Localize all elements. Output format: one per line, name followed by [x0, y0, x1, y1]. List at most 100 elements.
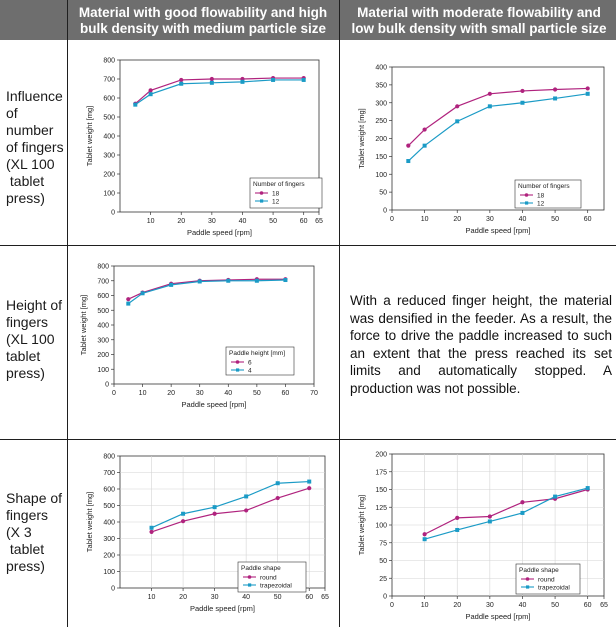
row-label-number-of-fingers: Influence of number of fingers (XL 100 t… — [6, 88, 66, 207]
chart-svg: 0 100 200 300 400 500 600 700 800 10 20 30 40 50 60 65 P… — [85, 454, 329, 614]
x-tick-label: 20 — [453, 216, 461, 223]
x-tick-label: 10 — [421, 216, 429, 223]
chart-fingers-good-material: 0 100 200 300 400 500 600 700 800 10 20 30 40 50 60 65 P… — [76, 52, 334, 242]
data-point — [244, 508, 249, 513]
legend-entry: 18 — [272, 190, 280, 197]
y-tick-label: 150 — [375, 154, 387, 161]
x-tick-label: 60 — [305, 594, 313, 601]
data-point — [179, 81, 184, 86]
x-tick-label: 60 — [584, 216, 592, 223]
y-tick-label: 700 — [103, 470, 115, 477]
legend-title: Paddle shape — [241, 565, 281, 572]
x-tick-label: 40 — [242, 594, 250, 601]
data-point — [553, 96, 558, 101]
y-tick-label: 50 — [379, 190, 387, 197]
legend-marker — [236, 368, 240, 372]
y-tick-label: 600 — [103, 487, 115, 494]
x-tick-label: 50 — [269, 218, 277, 225]
row-label-line: (XL 100 — [6, 331, 55, 347]
legend-marker — [247, 575, 252, 579]
row-label-line: press) — [6, 190, 45, 206]
column-header-good-flowability: Material with good flowability and high … — [68, 5, 338, 37]
x-axis-label: Paddle speed [rpm] — [465, 612, 530, 621]
data-point — [126, 301, 131, 306]
data-point — [148, 88, 153, 93]
row-label-line: of fingers — [6, 139, 64, 155]
chart-shape-moderate-material: 0 25 50 75 100 125 150 175 200 0 10 20 30 40 50 60 65 Pad… — [352, 450, 610, 624]
y-tick-label: 0 — [383, 594, 387, 601]
data-point — [275, 481, 280, 486]
y-tick-label: 0 — [111, 210, 115, 217]
x-tick-label: 0 — [390, 216, 394, 223]
legend-title: Paddle shape — [519, 567, 559, 574]
data-point — [240, 79, 245, 84]
data-point — [133, 102, 138, 107]
legend-title: Number of fingers — [518, 183, 570, 190]
data-point — [197, 279, 202, 284]
data-point — [148, 92, 153, 97]
data-point — [406, 159, 411, 164]
series-line — [424, 487, 588, 540]
x-tick-label: 40 — [239, 218, 247, 225]
data-point — [422, 537, 427, 542]
row-label-line: of — [6, 105, 18, 121]
legend-marker — [524, 193, 529, 197]
y-tick-label: 100 — [103, 569, 115, 576]
legend-title: Paddle height [mm] — [229, 350, 285, 357]
y-tick-label: 600 — [97, 293, 109, 300]
data-point — [585, 86, 590, 91]
header-line: Material with good flowability and high — [78, 5, 328, 20]
column-header-moderate-flowability: Material with moderate flowability and l… — [344, 5, 614, 37]
data-point — [212, 505, 217, 510]
data-point — [209, 80, 214, 85]
y-tick-label: 125 — [375, 505, 387, 512]
data-point — [209, 76, 214, 82]
y-tick-label: 300 — [103, 153, 115, 160]
x-tick-label: 65 — [315, 218, 323, 225]
data-point — [422, 127, 427, 132]
data-point — [487, 91, 492, 96]
x-tick-label: 60 — [584, 602, 592, 609]
data-point — [226, 278, 231, 283]
legend-entry: trapezoidal — [538, 584, 570, 591]
y-tick-label: 200 — [97, 352, 109, 359]
data-point — [254, 278, 259, 283]
data-point — [140, 291, 145, 296]
x-tick-label: 30 — [208, 218, 216, 225]
data-point — [520, 510, 525, 515]
legend-entry: 6 — [248, 359, 252, 366]
data-point — [455, 119, 460, 124]
data-point — [275, 495, 280, 501]
legend-entry: round — [260, 574, 277, 581]
series-line — [151, 487, 310, 533]
x-tick-label: 60 — [282, 390, 290, 397]
legend-title: Number of fingers — [253, 181, 305, 188]
y-tick-label: 700 — [97, 278, 109, 285]
row-label-line: press) — [6, 558, 45, 574]
y-tick-label: 700 — [103, 77, 115, 84]
series-line — [151, 480, 310, 529]
row-label-line: Shape of — [6, 490, 63, 506]
y-tick-label: 300 — [375, 100, 387, 107]
data-point — [149, 525, 154, 530]
chart-shape-good-material: 0 100 200 300 400 500 600 700 800 10 20 30 40 50 60 65 P… — [76, 450, 334, 624]
x-axis-label: Paddle speed [rpm] — [465, 226, 530, 235]
x-axis-label: Paddle speed [rpm] — [181, 400, 246, 409]
x-tick-label: 60 — [300, 218, 308, 225]
data-point — [271, 77, 276, 82]
row-label-line: tablet — [6, 173, 45, 189]
x-tick-label: 65 — [600, 602, 608, 609]
x-tick-label: 10 — [147, 218, 155, 225]
y-tick-label: 400 — [97, 323, 109, 330]
row-label-line: (XL 100 — [6, 156, 55, 172]
y-tick-label: 400 — [103, 134, 115, 141]
y-tick-label: 400 — [375, 65, 387, 72]
data-point — [181, 511, 186, 516]
x-tick-label: 30 — [196, 390, 204, 397]
legend-marker — [525, 201, 529, 205]
y-axis-label: Tablet weight [mg] — [85, 106, 94, 166]
x-tick-label: 30 — [486, 216, 494, 223]
y-axis-label: Tablet weight [mg] — [357, 108, 366, 168]
x-tick-label: 10 — [421, 602, 429, 609]
y-tick-label: 100 — [97, 367, 109, 374]
